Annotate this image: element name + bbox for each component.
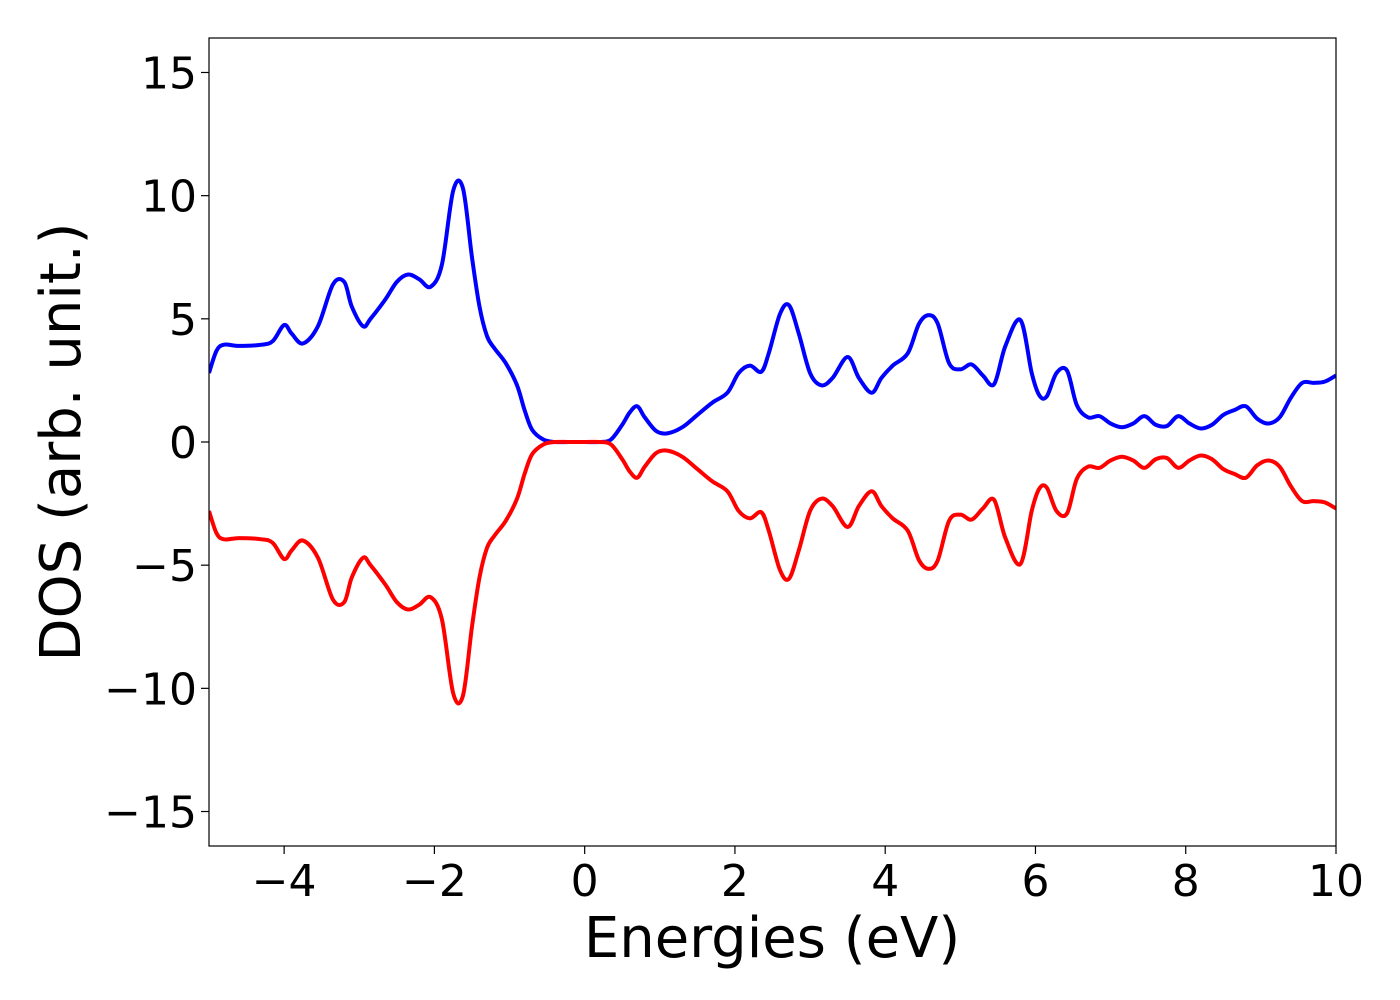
x-tick-label: 8 <box>1172 856 1200 907</box>
x-tick-label: 2 <box>721 856 749 907</box>
y-axis-label: DOS (arb. unit.) <box>29 222 94 661</box>
x-tick-label: 4 <box>871 856 899 907</box>
plot-frame <box>208 37 1337 847</box>
x-tick-label: −4 <box>252 856 317 907</box>
x-tick-label: −2 <box>402 856 467 907</box>
series-layer <box>209 178 1336 706</box>
dos-series-down <box>209 439 1336 706</box>
y-tick-label: 10 <box>141 172 197 223</box>
y-tick-label: −10 <box>104 664 197 715</box>
x-tick-label: 10 <box>1308 856 1364 907</box>
dos-series-up <box>209 178 1336 445</box>
x-tick-label: 6 <box>1021 856 1049 907</box>
y-tick-label: −15 <box>104 788 197 839</box>
y-tick-label: 15 <box>141 48 197 99</box>
y-tick-label: −5 <box>132 541 197 592</box>
y-tick-label: 5 <box>169 295 197 346</box>
y-axis-ticks: 15 10 5 0 −5 −10 −15 <box>104 48 209 839</box>
y-tick-label: 0 <box>169 418 197 469</box>
x-axis-ticks: −4 −2 0 2 4 6 8 10 <box>252 846 1364 907</box>
x-tick-label: 0 <box>571 856 599 907</box>
x-axis-label: Energies (eV) <box>584 906 960 971</box>
